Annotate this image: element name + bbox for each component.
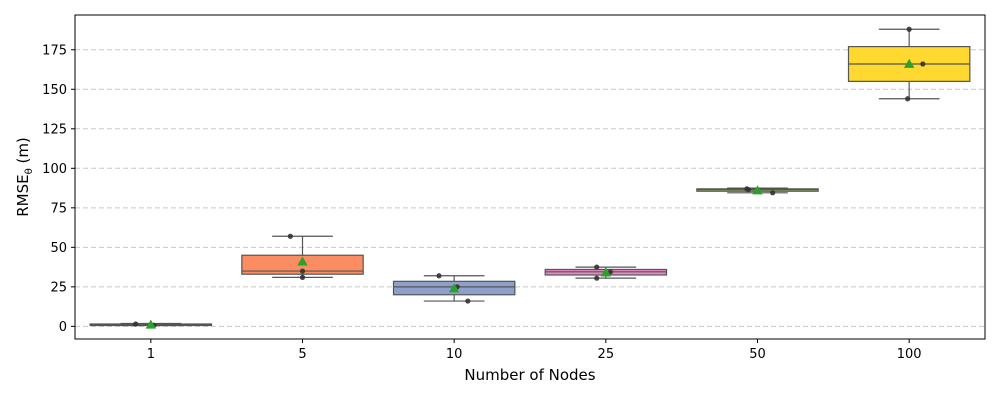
y-axis-label-main: RMSE [14,174,32,216]
mean-markers [145,58,915,329]
y-tick-label: 125 [42,122,67,137]
data-point [770,190,776,196]
y-tick-label: 25 [50,280,67,295]
mean-marker [297,256,308,266]
plot-area-frame [74,14,986,340]
y-tick-label: 150 [42,83,67,98]
mean-marker [752,185,763,195]
data-points [133,26,926,329]
data-point [436,273,442,279]
y-tick-label: 0 [59,320,67,335]
data-point [745,187,752,193]
data-point [287,233,293,239]
mean-marker [448,283,460,293]
y-axis-label: RMSEθ (m) [14,137,35,217]
data-point [133,321,139,327]
x-axis-ticks: 1 5 10 25 50 100 [147,339,922,362]
box-series [89,28,971,327]
data-point [920,61,926,67]
y-tick-label: 75 [50,201,67,216]
x-tick-label: 10 [446,347,463,362]
data-point [465,298,471,304]
data-point [594,275,600,281]
mean-marker [145,319,157,329]
x-tick-label: 50 [749,347,766,362]
data-point [906,26,912,32]
y-axis-label-unit: (m) [14,137,32,168]
y-tick-label: 175 [42,43,67,58]
grid-lines [75,49,985,327]
x-tick-label: 5 [298,347,306,362]
y-axis-ticks: 0 25 50 75 100 125 150 175 [42,43,75,335]
y-tick-label: 50 [50,241,67,256]
y-tick-label: 100 [42,162,67,177]
data-point [299,268,306,274]
data-point [905,96,911,102]
data-point [594,264,600,270]
x-tick-label: 1 [147,347,155,362]
mean-marker [903,58,915,68]
x-tick-label: 100 [897,347,922,362]
y-axis-label-subscript: θ [24,168,35,174]
data-point [299,274,306,280]
mean-marker [600,267,612,277]
x-axis-label: Number of Nodes [464,366,595,384]
x-tick-label: 25 [598,347,615,362]
